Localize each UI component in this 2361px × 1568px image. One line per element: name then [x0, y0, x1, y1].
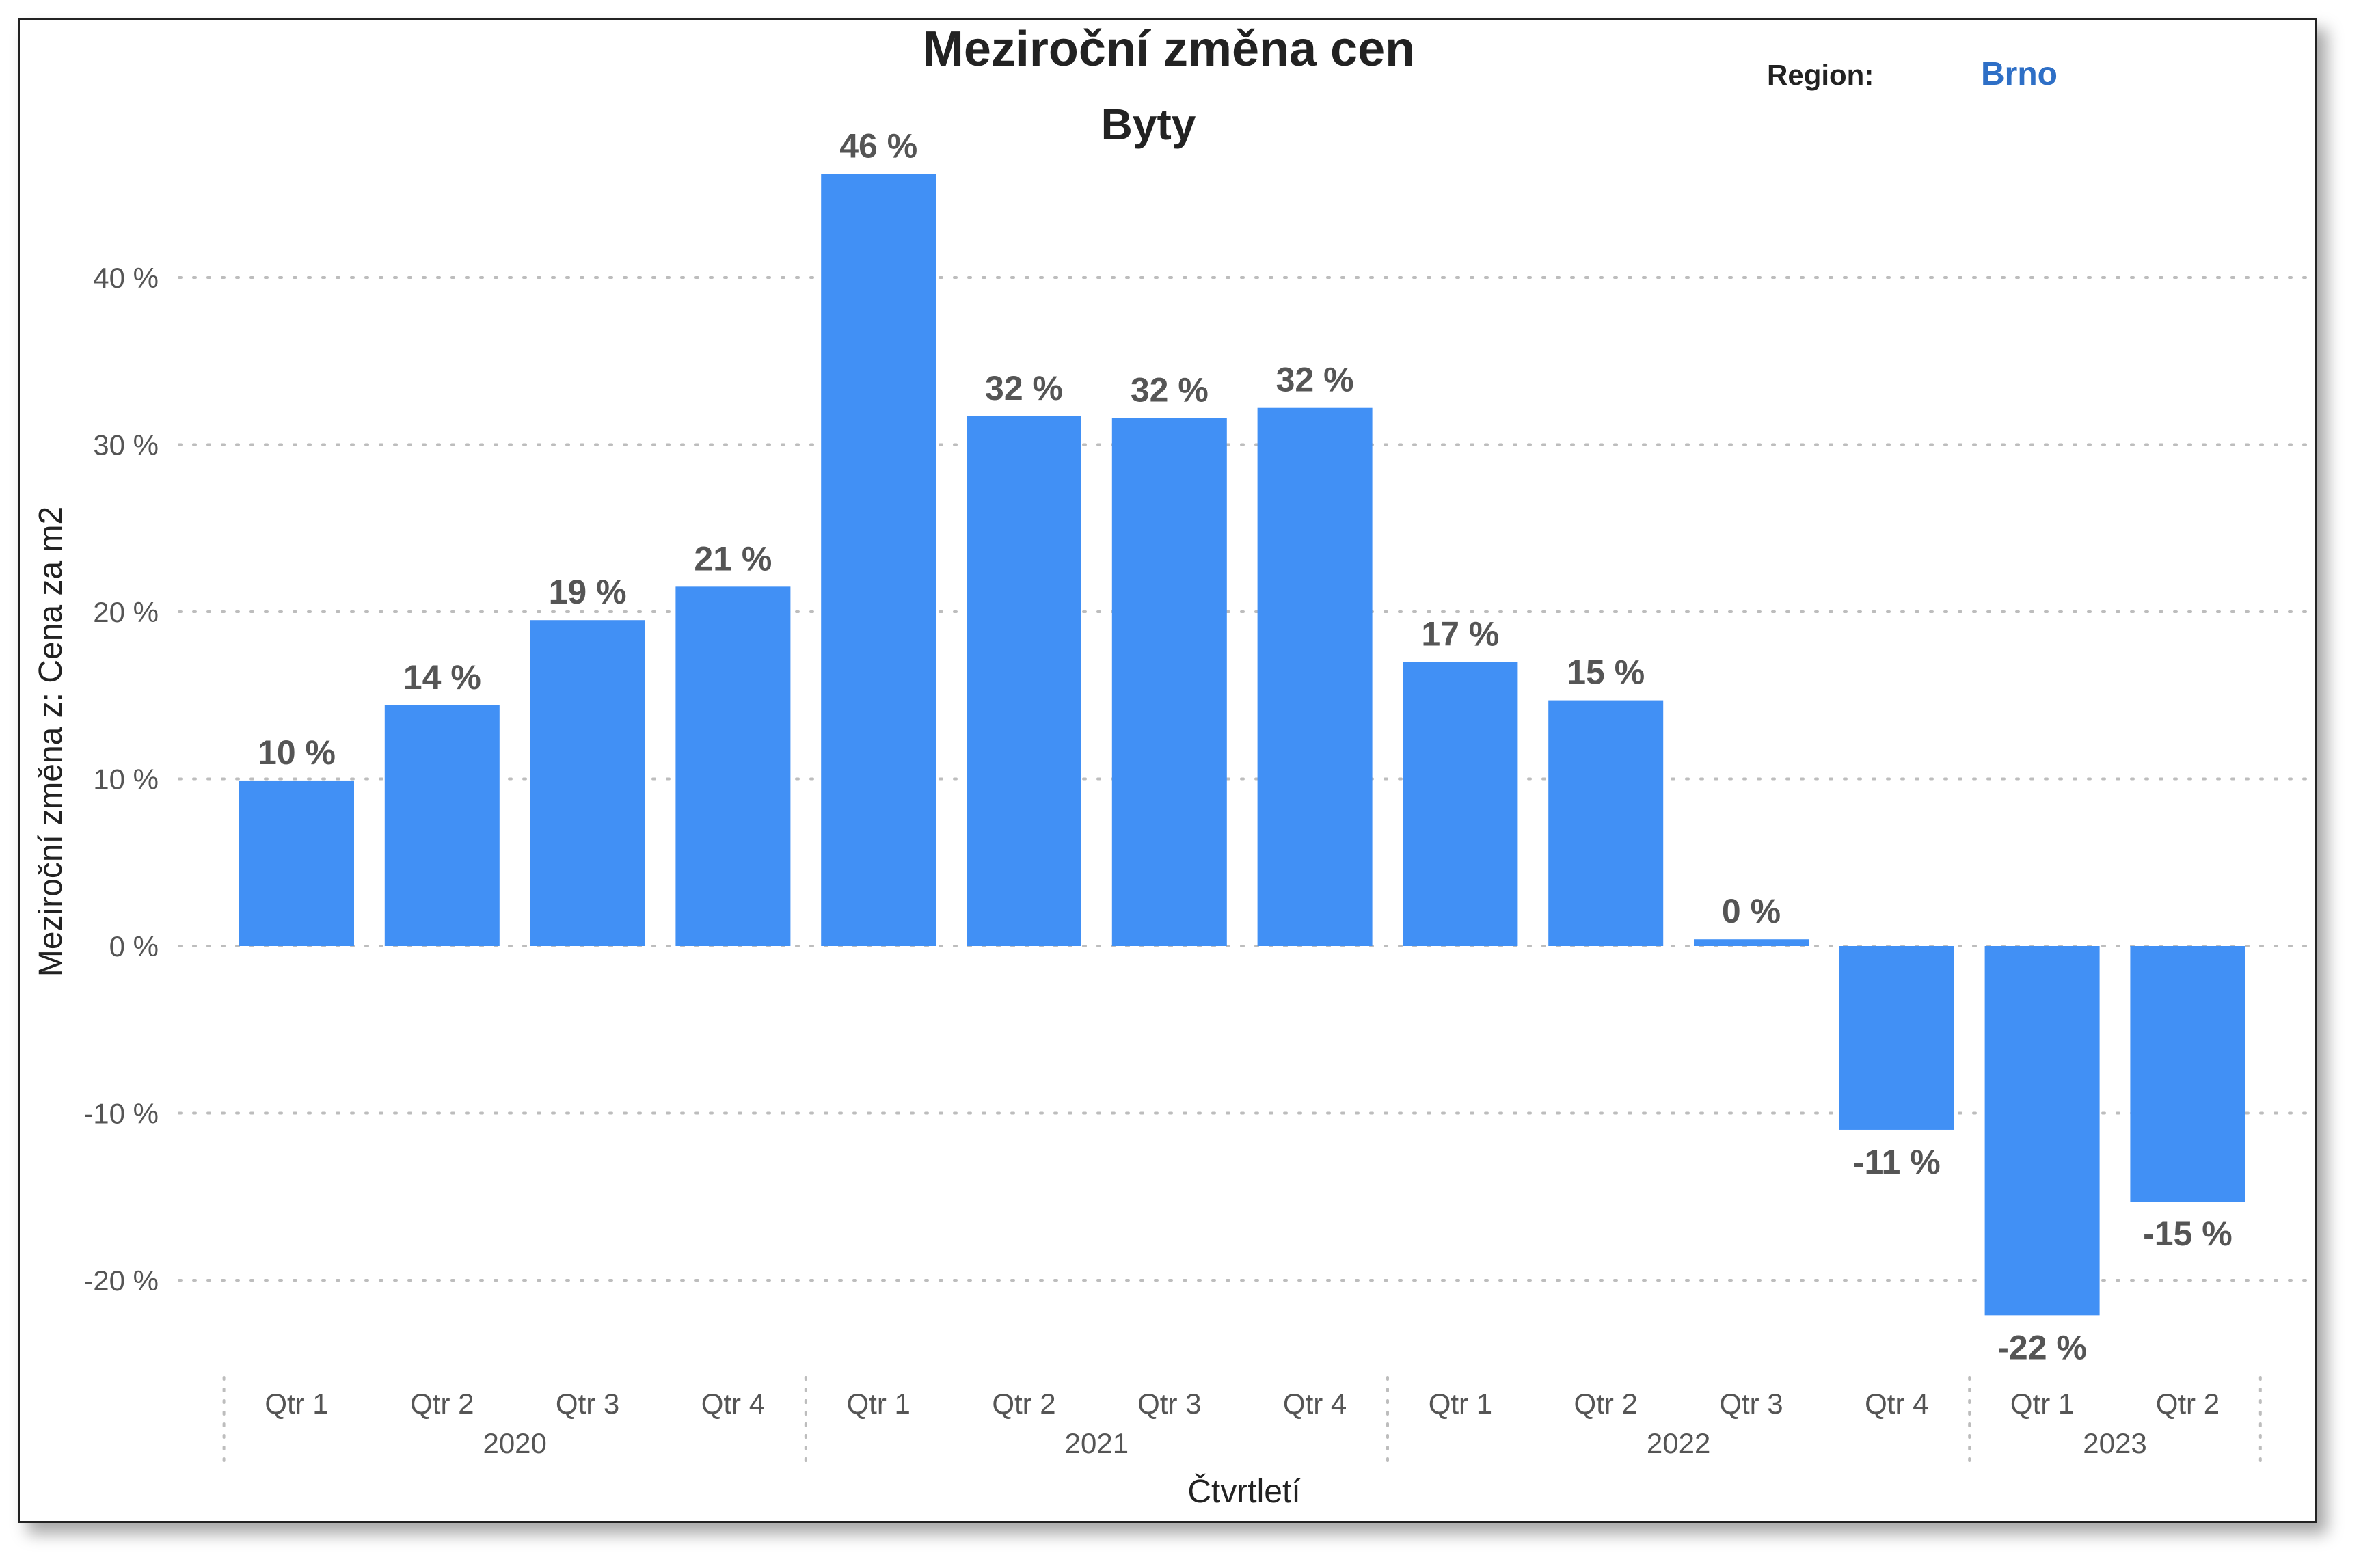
x-tick-label: Qtr 1 — [265, 1388, 328, 1420]
x-tick-label: Qtr 1 — [847, 1388, 910, 1420]
y-tick-label: 0 % — [109, 930, 159, 962]
y-tick-label: -20 % — [83, 1265, 159, 1297]
bar[interactable] — [1111, 418, 1227, 946]
x-axis-title: Čtvrtletí — [1187, 1473, 1301, 1510]
x-group-label: 2023 — [2083, 1427, 2146, 1459]
region-filter-value[interactable]: Brno — [1981, 56, 2058, 92]
x-tick-label: Qtr 2 — [410, 1388, 474, 1420]
x-tick-label: Qtr 4 — [1865, 1388, 1928, 1420]
data-label: 17 % — [1421, 614, 1499, 653]
data-label: 14 % — [403, 658, 481, 697]
bar[interactable] — [1403, 662, 1518, 946]
y-tick-label: 30 % — [93, 429, 159, 461]
y-axis-title: Meziroční změna z: Cena za m2 — [33, 506, 69, 977]
data-label: 19 % — [549, 573, 627, 611]
x-tick-label: Qtr 1 — [2010, 1388, 2074, 1420]
data-label: 32 % — [985, 369, 1063, 407]
region-filter-label: Region: — [1767, 59, 1874, 91]
y-axis-ticks: -20 % -10 % 0 % 10 % 20 % 30 % 40 % — [83, 262, 159, 1297]
y-tick-label: -10 % — [83, 1098, 159, 1130]
x-tick-label: Qtr 3 — [556, 1388, 619, 1420]
bar[interactable] — [1694, 939, 1809, 946]
bar[interactable] — [2130, 946, 2245, 1202]
bar[interactable] — [1548, 700, 1664, 946]
data-label: -15 % — [2143, 1215, 2232, 1253]
data-label: -11 % — [1853, 1143, 1941, 1181]
data-label: -22 % — [1997, 1328, 2087, 1366]
x-tick-label: Qtr 3 — [1719, 1388, 1783, 1420]
x-tick-label: Qtr 4 — [701, 1388, 765, 1420]
bar[interactable] — [675, 586, 791, 946]
chart-subtitle: Byty — [1101, 100, 1196, 149]
bar[interactable] — [1839, 946, 1954, 1130]
data-label: 21 % — [694, 539, 772, 578]
data-labels: 10 % 14 % 19 % 21 % 46 % 32 % 32 % 32 % 17 % 15 %… — [258, 126, 2232, 1366]
x-group-label: 2022 — [1647, 1427, 1710, 1459]
data-label: 15 % — [1567, 653, 1645, 692]
bar[interactable] — [239, 780, 354, 946]
chart-title: Meziroční změna cen — [923, 22, 1415, 77]
x-tick-label: Qtr 2 — [2156, 1388, 2220, 1420]
x-group-label: 2020 — [483, 1427, 546, 1459]
y-tick-label: 40 % — [93, 262, 159, 294]
y-tick-label: 20 % — [93, 596, 159, 628]
x-tick-label: Qtr 1 — [1429, 1388, 1492, 1420]
gridlines — [178, 276, 2308, 1282]
data-label: 46 % — [839, 126, 917, 165]
x-tick-label: Qtr 4 — [1283, 1388, 1347, 1420]
x-tick-label: Qtr 3 — [1137, 1388, 1201, 1420]
data-label: 32 % — [1276, 361, 1354, 399]
bar[interactable] — [384, 705, 500, 946]
data-label: 32 % — [1131, 370, 1209, 409]
bar[interactable] — [1257, 407, 1373, 946]
bar[interactable] — [967, 416, 1081, 946]
x-tick-label: Qtr 2 — [992, 1388, 1055, 1420]
data-label: 0 % — [1722, 892, 1781, 930]
bar[interactable] — [530, 620, 645, 946]
x-group-label: 2021 — [1065, 1427, 1129, 1459]
bars — [239, 174, 2245, 1316]
data-label: 10 % — [258, 733, 336, 772]
y-tick-label: 10 % — [93, 763, 159, 796]
bar[interactable] — [1984, 946, 2100, 1316]
bar[interactable] — [821, 174, 936, 946]
x-tick-label: Qtr 2 — [1574, 1388, 1638, 1420]
x-axis: Qtr 1 Qtr 2 Qtr 3 Qtr 4 Qtr 1 Qtr 2 Qtr 3 Qtr 4… — [222, 1376, 2262, 1464]
